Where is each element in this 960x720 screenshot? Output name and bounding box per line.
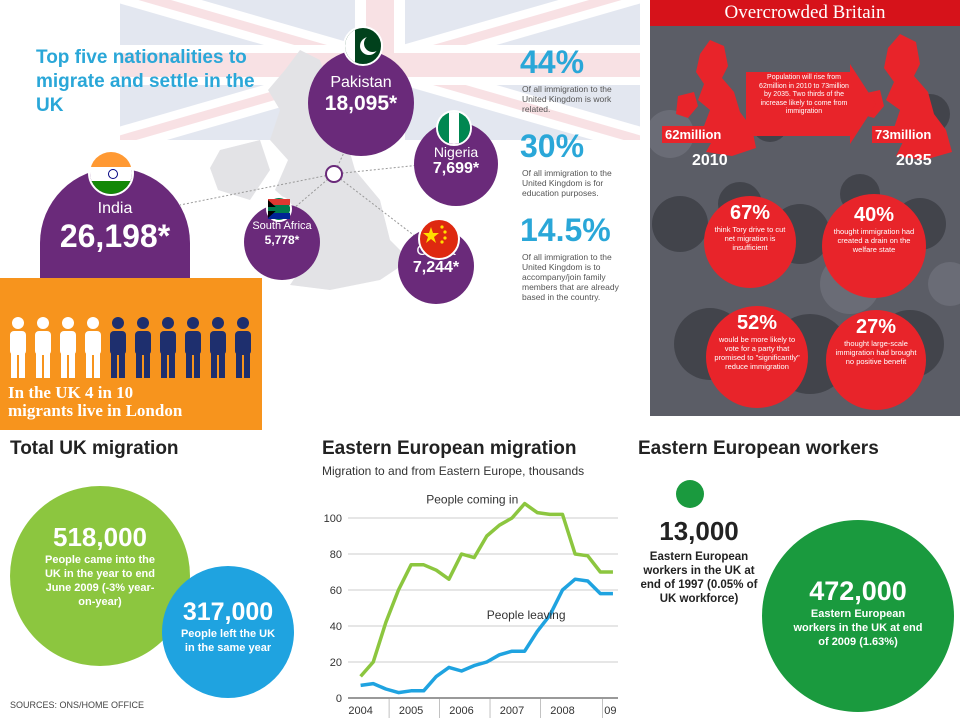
person-icon-elsewhere bbox=[185, 317, 201, 378]
poll-67-pct: 67% bbox=[729, 202, 771, 224]
y-tick-label: 80 bbox=[330, 549, 342, 561]
poll-67-text: think Tory drive to cut net migration is… bbox=[714, 225, 786, 252]
stat-family-pct: 14.5% bbox=[520, 212, 611, 248]
x-tick-label: 2006 bbox=[449, 705, 473, 717]
left-text: People left the UK in the same year bbox=[180, 628, 276, 654]
poll-circle-27: 27% thought large-scale immigration had … bbox=[826, 310, 926, 410]
poll-52-pct: 52% bbox=[736, 312, 778, 334]
south-africa-name: South Africa bbox=[252, 220, 312, 232]
total-migration-title: Total UK migration bbox=[10, 438, 179, 459]
pakistan-flag-icon bbox=[343, 26, 383, 66]
x-tick-label: 2004 bbox=[348, 705, 372, 717]
workers-2009-circle: 472,000 Eastern European workers in the … bbox=[762, 520, 954, 712]
workers-1997-text: Eastern European workers in the UK at en… bbox=[640, 551, 758, 605]
person-icon-london bbox=[10, 317, 26, 378]
left-uk-circle: 317,000 People left the UK in the same y… bbox=[162, 566, 294, 698]
person-icon-elsewhere bbox=[160, 317, 176, 378]
came-into-uk-circle: 518,000 People came into the UK in the y… bbox=[10, 486, 190, 666]
workers-1997-dot bbox=[676, 480, 704, 508]
bubble-pakistan: Pakistan 18,095* bbox=[308, 50, 414, 156]
poll-27-pct: 27% bbox=[855, 316, 897, 338]
nationalities-title: Top five nationalities to migrate and se… bbox=[36, 47, 255, 116]
y-tick-label: 100 bbox=[324, 513, 342, 525]
sources-note: SOURCES: ONS/HOME OFFICE bbox=[10, 700, 145, 710]
nigeria-flag-icon bbox=[436, 110, 472, 146]
people-figures bbox=[10, 317, 251, 378]
workers-2009-value: 472,000 bbox=[809, 576, 907, 606]
person-icon-london bbox=[85, 317, 101, 378]
population-note: Population will rise from 62million in 2… bbox=[759, 74, 849, 115]
series-label-coming-in: People coming in bbox=[426, 493, 518, 507]
india-value: 26,198* bbox=[59, 218, 171, 254]
x-tick-label: 2007 bbox=[500, 705, 524, 717]
person-icon-elsewhere bbox=[210, 317, 226, 378]
poll-circle-67: 67% think Tory drive to cut net migratio… bbox=[704, 196, 796, 288]
overcrowded-britain-panel: Overcrowded Britain 62million 2010 73mil… bbox=[650, 0, 960, 416]
poll-27-text: thought large-scale immigration had brou… bbox=[835, 339, 917, 366]
series-line-coming-in bbox=[359, 501, 613, 678]
chart-title: Eastern European migration bbox=[322, 438, 577, 459]
person-icon-london bbox=[60, 317, 76, 378]
series-line-leaving bbox=[360, 577, 613, 695]
x-tick-label: 2005 bbox=[399, 705, 423, 717]
china-flag-icon bbox=[418, 218, 460, 260]
stat-work-pct: 44% bbox=[520, 44, 585, 80]
pop-2035-value: 73million bbox=[872, 126, 935, 143]
stat-family-text: Of all immigration to the United Kingdom… bbox=[522, 252, 619, 302]
person-icon-elsewhere bbox=[135, 317, 151, 378]
stat-education-pct: 30% bbox=[520, 128, 585, 164]
came-value: 518,000 bbox=[53, 522, 147, 552]
pakistan-name: Pakistan bbox=[330, 74, 392, 91]
south-africa-value: 5,778* bbox=[264, 233, 300, 247]
india-flag-icon bbox=[88, 150, 134, 196]
poll-40-text: thought immigration had created a drain … bbox=[833, 227, 915, 254]
y-tick-label: 0 bbox=[336, 693, 342, 705]
india-name: India bbox=[97, 200, 133, 217]
came-text: People came into the UK in the year to e… bbox=[44, 554, 156, 608]
london-text: In the UK 4 in 10 migrants live in Londo… bbox=[8, 384, 182, 420]
pop-2010-value: 62million bbox=[662, 126, 725, 143]
x-tick-label: 09 bbox=[604, 705, 616, 717]
chart-subtitle: Migration to and from Eastern Europe, th… bbox=[322, 464, 585, 478]
workers-title: Eastern European workers bbox=[638, 438, 879, 459]
x-tick-label: 2008 bbox=[550, 705, 574, 717]
pop-2035-year: 2035 bbox=[896, 152, 932, 169]
nationalities-panel: Top five nationalities to migrate and se… bbox=[0, 0, 648, 432]
series-label-leaving: People leaving bbox=[487, 608, 566, 622]
left-value: 317,000 bbox=[182, 598, 274, 626]
china-value: 7,244* bbox=[412, 259, 460, 276]
nigeria-value: 7,699* bbox=[432, 160, 480, 177]
london-text-line1: In the UK 4 in 10 bbox=[8, 383, 134, 402]
poll-circle-52: 52% would be more likely to vote for a p… bbox=[706, 306, 808, 408]
stat-work-text: Of all immigration to the United Kingdom… bbox=[522, 84, 612, 114]
london-text-line2: migrants live in London bbox=[8, 401, 183, 420]
workers-1997-value: 13,000 bbox=[659, 516, 739, 546]
connector-lines bbox=[179, 117, 421, 241]
person-icon-london bbox=[35, 317, 51, 378]
migration-line-chart: 0 20 40 60 80 100 2004 2005 2006 2007 2008 09 People… bbox=[324, 493, 618, 718]
person-icon-elsewhere bbox=[110, 317, 126, 378]
south-africa-flag-icon bbox=[266, 196, 292, 222]
london-migrants-panel: In the UK 4 in 10 migrants live in Londo… bbox=[0, 278, 262, 430]
poll-40-pct: 40% bbox=[853, 204, 895, 226]
poll-circle-40: 40% thought immigration had created a dr… bbox=[822, 194, 926, 298]
overcrowded-title: Overcrowded Britain bbox=[650, 0, 960, 26]
y-tick-label: 40 bbox=[330, 621, 342, 633]
y-tick-label: 60 bbox=[330, 585, 342, 597]
y-tick-label: 20 bbox=[330, 657, 342, 669]
growth-arrow-icon bbox=[746, 64, 876, 144]
poll-52-text: would be more likely to vote for a party… bbox=[714, 335, 800, 371]
stat-education-text: Of all immigration to the United Kingdom… bbox=[522, 168, 612, 198]
pop-2010-year: 2010 bbox=[692, 152, 728, 169]
nigeria-name: Nigeria bbox=[433, 144, 479, 160]
person-icon-elsewhere bbox=[235, 317, 251, 378]
workers-2009-text: Eastern European workers in the UK at en… bbox=[793, 608, 923, 648]
pakistan-value: 18,095* bbox=[324, 92, 398, 115]
